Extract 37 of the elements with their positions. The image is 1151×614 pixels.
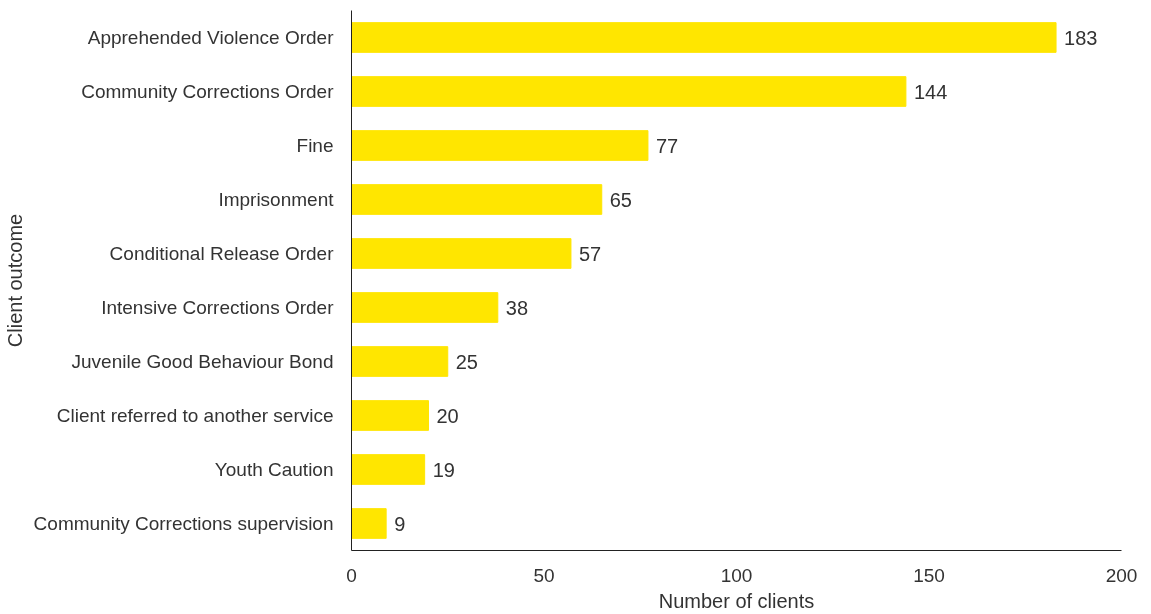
y-tick-label: Intensive Corrections Order bbox=[101, 297, 335, 318]
x-tick-label: 200 bbox=[1105, 564, 1138, 586]
bar bbox=[351, 508, 387, 539]
y-tick-label: Youth Caution bbox=[214, 459, 334, 480]
y-tick-label: Fine bbox=[296, 135, 334, 156]
bar bbox=[351, 400, 429, 431]
y-tick-label: Conditional Release Order bbox=[109, 243, 335, 264]
y-tick-label: Apprehended Violence Order bbox=[87, 27, 335, 48]
x-tick-label: 0 bbox=[346, 564, 357, 586]
data-label: 183 bbox=[1064, 26, 1098, 49]
y-tick-label: Imprisonment bbox=[218, 189, 335, 210]
y-tick-label: Community Corrections supervision bbox=[33, 513, 334, 534]
bar bbox=[351, 238, 572, 269]
y-tick-label: Client referred to another service bbox=[56, 405, 334, 426]
x-tick-label: 50 bbox=[533, 564, 555, 586]
data-label: 38 bbox=[505, 296, 529, 319]
bar bbox=[351, 454, 426, 485]
bar bbox=[351, 76, 907, 107]
bar bbox=[351, 292, 499, 323]
data-label: 144 bbox=[913, 80, 948, 103]
data-label: 77 bbox=[655, 134, 679, 157]
bar bbox=[351, 130, 649, 161]
data-label: 25 bbox=[455, 350, 478, 373]
x-axis-title: Number of clients bbox=[658, 589, 815, 612]
data-label: 9 bbox=[394, 512, 406, 535]
x-tick-label: 150 bbox=[913, 564, 945, 586]
data-label: 19 bbox=[432, 458, 455, 481]
y-axis-title: Client outcome bbox=[3, 213, 26, 348]
y-tick-label: Community Corrections Order bbox=[81, 81, 335, 102]
data-label: 57 bbox=[578, 242, 602, 265]
y-tick-label: Juvenile Good Behaviour Bond bbox=[71, 351, 334, 372]
data-label: 20 bbox=[436, 404, 459, 427]
bar bbox=[351, 346, 449, 377]
data-label: 65 bbox=[609, 188, 632, 211]
x-tick-label: 100 bbox=[720, 564, 753, 586]
bar bbox=[351, 184, 603, 215]
bar bbox=[351, 22, 1057, 53]
